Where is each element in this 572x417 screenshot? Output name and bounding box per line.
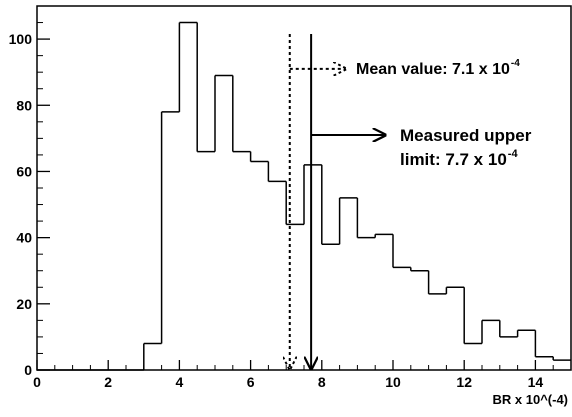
upper-limit-label-line1: Measured upper: [400, 126, 532, 145]
mean-value-label: Mean value: 7.1 x 10: [356, 61, 510, 78]
upper-limit-exponent: -4: [508, 148, 519, 160]
x-tick-label: 8: [318, 374, 326, 390]
y-tick-label: 100: [9, 31, 33, 47]
x-tick-label: 0: [33, 374, 41, 390]
x-axis-label: BR x 10^(-4): [493, 392, 569, 407]
y-tick-label: 60: [16, 163, 32, 179]
axis-ticks: 0 2 4 6 8 10 12 14 0 20 40 60 80 100: [9, 5, 572, 390]
mean-value-exponent: -4: [511, 58, 520, 69]
x-tick-label: 14: [528, 374, 544, 390]
x-tick-label: 4: [176, 374, 184, 390]
x-tick-label: 2: [104, 374, 112, 390]
x-tick-label: 6: [247, 374, 255, 390]
y-tick-label: 0: [24, 362, 32, 378]
upper-limit-label-line2: limit: 7.7 x 10: [400, 150, 507, 169]
x-tick-label: 12: [456, 374, 472, 390]
y-tick-label: 40: [16, 230, 32, 246]
y-tick-label: 80: [16, 97, 32, 113]
x-tick-label: 10: [385, 374, 401, 390]
y-tick-label: 20: [16, 296, 32, 312]
histogram-bars: [37, 21, 571, 371]
